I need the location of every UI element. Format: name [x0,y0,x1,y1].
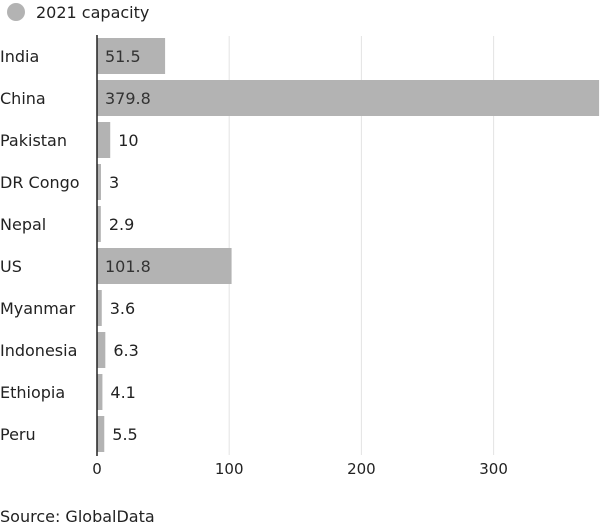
category-label: Peru [0,425,36,444]
category-label: US [0,257,22,276]
x-tick-label: 200 [347,460,376,478]
legend-swatch [7,3,25,21]
data-label: 4.1 [110,383,135,402]
category-label: Ethiopia [0,383,65,402]
data-label: 51.5 [105,47,141,66]
legend-label: 2021 capacity [36,3,149,22]
category-label: Nepal [0,215,46,234]
category-label: China [0,89,46,108]
category-label: India [0,47,39,66]
bar [97,122,111,158]
bar [97,416,105,452]
bar [97,80,600,116]
bar [97,248,232,284]
data-label: 379.8 [105,89,151,108]
bar [97,332,106,368]
bar [97,290,102,326]
x-tick-label: 100 [215,460,244,478]
data-label: 3 [109,173,119,192]
data-label: 2.9 [109,215,134,234]
bar [97,164,101,200]
data-label: 5.5 [112,425,137,444]
x-tick-label: 0 [92,460,102,478]
data-label: 3.6 [110,299,135,318]
category-label: Pakistan [0,131,67,150]
data-label: 101.8 [105,257,151,276]
category-label: DR Congo [0,173,80,192]
category-label: Indonesia [0,341,77,360]
data-label: 6.3 [113,341,138,360]
data-label: 10 [118,131,138,150]
bar [97,38,166,74]
source-note: Source: GlobalData [0,507,155,525]
bar [97,374,103,410]
bar [97,206,101,242]
category-label: Myanmar [0,299,76,318]
x-tick-label: 300 [479,460,508,478]
